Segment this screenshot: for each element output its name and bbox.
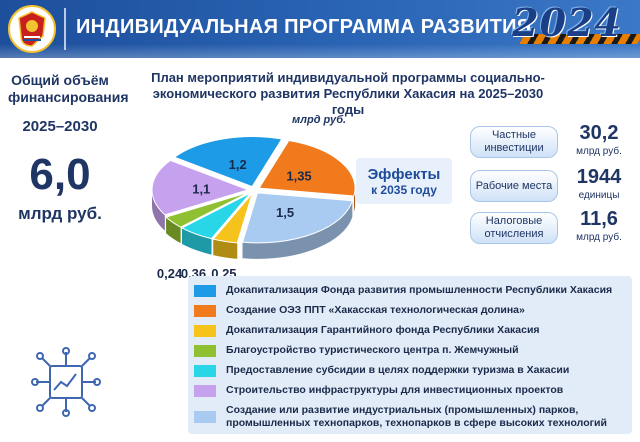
total-financing-value: 6,0 [29, 150, 91, 199]
metric-label-private-investment: Частные инвестиции [470, 126, 558, 158]
chart-unit-label: млрд руб. [292, 114, 347, 126]
metric-unit-private-investment: млрд руб. [576, 146, 622, 157]
pie-slice [212, 193, 253, 244]
legend-swatch [194, 324, 216, 337]
legend-item: Создание или развитие индустриальных (пр… [194, 404, 632, 430]
legend-label: Строительство инфраструктуры для инвести… [226, 384, 564, 396]
chart-legend: Докапитализация Фонда развития промышлен… [188, 276, 632, 434]
pie-slice-label: 1,35 [286, 169, 311, 184]
effects-subtitle: к 2035 году [371, 182, 437, 197]
page-title: ИНДИВИДУАЛЬНАЯ ПРОГРАММА РАЗВИТИЯ [76, 16, 532, 38]
pie-slice-side [166, 217, 181, 244]
republic-khakassia-emblem-icon [8, 5, 56, 53]
legend-item: Благоустройство туристического центра п.… [194, 344, 519, 357]
pie-slice [180, 192, 251, 240]
chart-title: План мероприятий индивидуальной программ… [151, 70, 545, 117]
pie-slice-side [353, 188, 356, 212]
pie-slice-label: 1,5 [276, 205, 294, 220]
metric-unit-tax: млрд руб. [576, 232, 622, 243]
legend-swatch [194, 344, 216, 357]
legend-item: Предоставление субсидии в целях поддержк… [194, 364, 569, 377]
effects-title: Эффекты [367, 165, 441, 183]
metric-label-tax: Налоговые отчисления [470, 212, 558, 244]
legend-item: Создание ОЭЗ ППТ «Хакасская технологичес… [194, 304, 525, 317]
pie-slice [151, 159, 250, 216]
total-financing-label: Общий объём финансирования [8, 72, 129, 105]
header-banner: ИНДИВИДУАЛЬНАЯ ПРОГРАММА РАЗВИТИЯ 2024 [0, 0, 640, 58]
legend-label: Создание или развитие индустриальных (пр… [226, 404, 607, 429]
legend-swatch [194, 384, 216, 397]
pie-chart: 1,21,351,50,250,360,241,1 [151, 136, 356, 281]
total-financing-period: 2025–2030 [22, 118, 98, 135]
pie-slice-side [181, 227, 212, 255]
pie-slice [165, 191, 250, 228]
pie-slice-side [213, 239, 238, 259]
pie-slice-side [242, 200, 353, 259]
growth-chart-network-icon [31, 347, 101, 417]
legend-swatch [194, 304, 216, 317]
legend-label: Докапитализация Фонда развития промышлен… [226, 284, 613, 296]
legend-label: Благоустройство туристического центра п.… [226, 344, 519, 356]
pie-slice [173, 136, 283, 188]
pie-slice-label: 1,1 [192, 182, 210, 197]
total-financing-unit: млрд руб. [18, 204, 102, 223]
pie-slice-side [152, 190, 165, 231]
legend-item: Докапитализация Фонда развития промышлен… [194, 284, 612, 297]
legend-label: Предоставление субсидии в целях поддержк… [226, 364, 570, 376]
pie-slice [241, 192, 354, 244]
effects-header: Эффекты к 2035 году [356, 158, 452, 204]
header-wave [0, 44, 640, 58]
header-divider [64, 8, 66, 50]
legend-swatch [194, 364, 216, 377]
legend-swatch [194, 411, 216, 423]
pie-slice-label: 1,2 [229, 157, 247, 172]
year-label: 2024 [512, 0, 622, 45]
legend-label: Создание ОЭЗ ППТ «Хакасская технологичес… [226, 304, 525, 316]
legend-item: Строительство инфраструктуры для инвести… [194, 384, 563, 397]
legend-label: Докапитализация Гарантийного фонда Респу… [226, 324, 540, 336]
legend-swatch [194, 284, 216, 297]
pie-slice [258, 140, 356, 197]
metric-label-jobs: Рабочие места [470, 170, 558, 202]
legend-item: Докапитализация Гарантийного фонда Респу… [194, 324, 540, 337]
pie-slice-label: 0,24 [157, 266, 183, 281]
metric-value-private-investment: 30,2 [579, 122, 619, 144]
metric-unit-jobs: единицы [578, 190, 620, 201]
metric-value-jobs: 1944 [576, 166, 622, 188]
metric-value-tax: 11,6 [580, 208, 618, 230]
